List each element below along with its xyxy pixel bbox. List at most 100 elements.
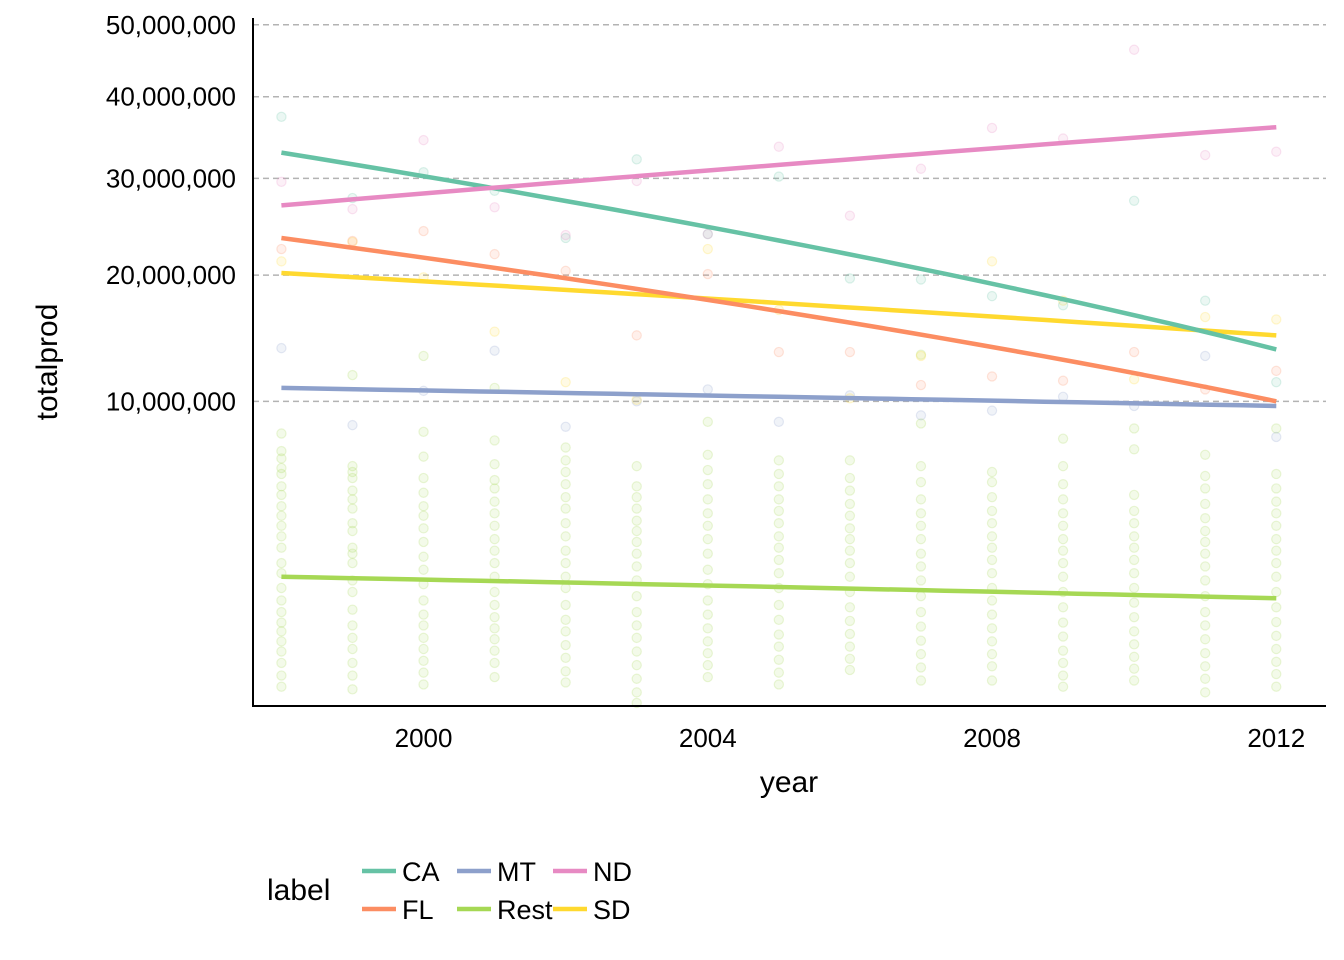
point-rest	[631, 515, 642, 526]
point-rest	[347, 525, 358, 537]
point-rest	[347, 684, 358, 695]
point-rest	[915, 349, 927, 360]
point-rest	[1057, 460, 1069, 472]
point-ca	[702, 228, 713, 240]
point-rest	[276, 681, 287, 692]
x-tick-label: 2004	[679, 723, 737, 753]
point-ca	[1271, 376, 1282, 388]
point-rest	[844, 628, 856, 640]
point-nd	[773, 141, 785, 152]
point-ca	[1128, 195, 1140, 206]
point-rest	[844, 602, 856, 613]
point-rest	[844, 523, 856, 534]
point-rest	[1057, 681, 1069, 692]
point-rest	[489, 520, 500, 531]
point-rest	[844, 498, 856, 510]
point-rest	[773, 531, 785, 542]
legend-label-ca: CA	[402, 857, 440, 887]
point-rest	[986, 609, 998, 620]
point-sd	[986, 256, 998, 267]
legend-label-rest: Rest	[497, 895, 553, 925]
point-rest	[915, 533, 927, 545]
point-rest	[418, 536, 429, 548]
legend: label CA FL MT Rest ND SD	[267, 857, 632, 925]
legend-label-nd: ND	[593, 857, 632, 887]
trend-line-nd	[281, 124, 1277, 208]
point-rest	[1057, 657, 1069, 669]
point-rest	[631, 561, 642, 572]
point-rest	[915, 418, 927, 429]
legend-title: label	[267, 874, 330, 907]
point-rest	[1199, 606, 1211, 618]
point-rest	[1199, 648, 1211, 659]
point-mt	[347, 419, 358, 431]
point-rest	[631, 646, 642, 657]
point-rest	[276, 453, 287, 464]
point-rest	[1199, 470, 1211, 482]
point-rest	[1199, 483, 1211, 494]
point-rest	[631, 503, 642, 514]
point-rest	[631, 481, 642, 492]
point-rest	[489, 474, 500, 486]
point-rest	[1271, 545, 1282, 556]
point-rest	[1271, 586, 1282, 598]
point-rest	[418, 551, 429, 562]
point-nd	[702, 228, 713, 240]
point-rest	[702, 623, 713, 634]
point-rest	[560, 571, 571, 582]
point-rest	[702, 609, 713, 620]
point-rest	[1199, 673, 1211, 684]
point-nd	[844, 210, 856, 221]
trend-line-rest	[281, 574, 1277, 601]
point-rest	[986, 648, 998, 660]
point-rest	[489, 645, 500, 656]
point-rest	[560, 639, 571, 651]
point-sd	[1128, 374, 1140, 385]
point-rest	[1199, 536, 1211, 548]
y-tick-labels: 10,000,000 20,000,000 30,000,000 40,000,000…	[106, 10, 236, 417]
y-tick-label: 40,000,000	[106, 82, 236, 112]
point-rest	[1057, 520, 1069, 531]
point-rest	[276, 445, 287, 457]
point-rest	[560, 652, 571, 664]
point-rest	[418, 564, 429, 575]
point-rest	[915, 548, 927, 559]
point-nd	[560, 229, 571, 241]
point-rest	[1128, 639, 1140, 650]
trend-line-mt	[281, 385, 1277, 409]
point-rest	[915, 476, 927, 488]
point-rest	[773, 468, 785, 480]
point-rest	[1271, 520, 1282, 531]
point-rest	[560, 677, 571, 688]
point-rest	[915, 635, 927, 646]
point-rest	[347, 586, 358, 598]
point-rest	[560, 479, 571, 490]
point-rest	[773, 667, 785, 678]
point-rest	[1128, 675, 1140, 686]
point-fl	[773, 346, 785, 358]
y-tick-label: 50,000,000	[106, 10, 236, 40]
point-rest	[773, 654, 785, 665]
point-rest	[915, 590, 927, 602]
point-rest	[1271, 468, 1282, 480]
point-rest	[631, 620, 642, 631]
y-tick-label: 10,000,000	[106, 386, 236, 416]
point-ca	[844, 273, 856, 284]
point-rest	[844, 571, 856, 582]
point-rest	[560, 626, 571, 637]
point-rest	[631, 606, 642, 618]
point-rest	[560, 545, 571, 556]
point-rest	[702, 508, 713, 519]
point-rest	[418, 426, 429, 438]
point-rest	[702, 595, 713, 606]
point-rest	[986, 636, 998, 647]
point-rest	[560, 614, 571, 626]
point-rest	[844, 545, 856, 556]
point-rest	[1271, 668, 1282, 680]
point-rest	[418, 510, 429, 521]
point-rest	[844, 455, 856, 466]
point-rest	[418, 472, 429, 484]
point-sd	[560, 376, 571, 388]
point-mt	[631, 396, 642, 407]
point-rest	[276, 582, 287, 594]
